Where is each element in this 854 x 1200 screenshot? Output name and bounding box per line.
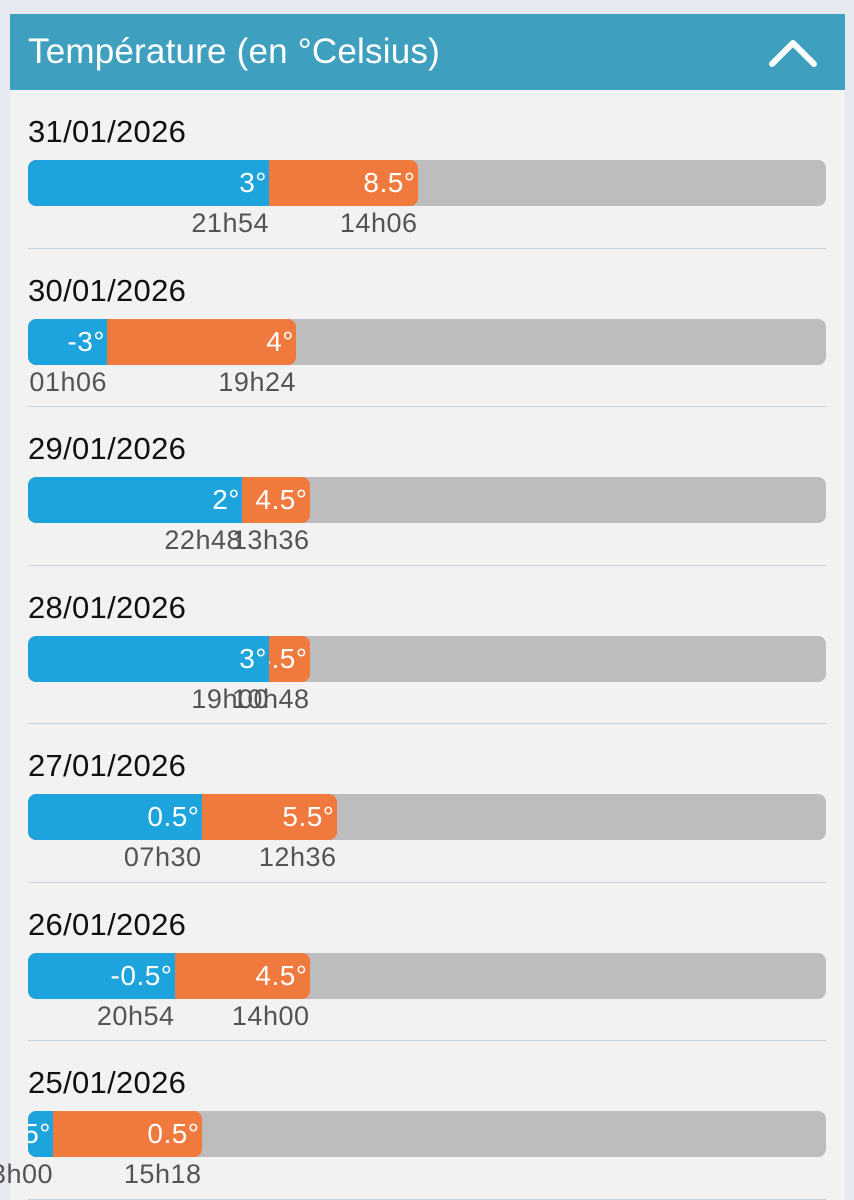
temperature-bar: 5.5° 0.5° — [28, 794, 826, 840]
max-temp-value: 4° — [266, 325, 294, 357]
max-temp-time: 14h00 — [231, 1000, 310, 1031]
min-temp-time: 21h54 — [191, 208, 269, 238]
temperature-bar: 4.5° 2° — [28, 477, 826, 523]
panel-title: Température (en °Celsius) — [28, 32, 440, 71]
min-temp-value: -5° — [28, 1118, 51, 1149]
day-date: 26/01/2026 — [28, 906, 187, 942]
day-date: 31/01/2026 — [28, 114, 187, 149]
min-temp-segment: 2° — [28, 477, 242, 523]
min-temp-time: 03h00 — [0, 1159, 53, 1189]
min-temp-time: 22h48 — [164, 525, 242, 555]
collapse-button[interactable] — [765, 24, 821, 80]
max-temp-value: 0.5° — [147, 1118, 200, 1149]
day-row: 26/01/2026 4.5° -0.5° 20h54 14h00 — [28, 883, 826, 1041]
min-temp-value: 0.5° — [147, 801, 200, 832]
min-temp-segment: -3° — [28, 318, 107, 365]
temperature-panel: Température (en °Celsius) 31/01/2026 8.5°… — [0, 14, 845, 1200]
max-temp-time: 14h06 — [339, 208, 418, 238]
day-list: 31/01/2026 8.5° 3° 21h54 14h06 30/01/2026 4° -3… — [0, 90, 845, 1200]
panel-header[interactable]: Température (en °Celsius) — [10, 14, 845, 90]
min-temp-time: 20h54 — [96, 1000, 175, 1031]
day-row: 30/01/2026 4° -3° 01h06 19h24 — [28, 249, 826, 407]
max-temp-time: 12h36 — [258, 842, 337, 872]
min-temp-segment: -0.5° — [28, 952, 175, 999]
max-temp-time: 19h24 — [218, 366, 296, 397]
min-temp-value: 2° — [212, 484, 240, 515]
day-row: 31/01/2026 8.5° 3° 21h54 14h06 — [28, 90, 826, 249]
max-temp-segment: 0.5° — [28, 1111, 202, 1157]
day-date: 30/01/2026 — [28, 272, 187, 308]
day-date: 25/01/2026 — [28, 1065, 187, 1100]
max-temp-value: 4.5° — [255, 484, 308, 515]
max-temp-value: 8.5° — [363, 167, 416, 198]
min-temp-segment: 3° — [28, 160, 269, 206]
day-row: 25/01/2026 0.5° -5° 03h00 15h18 — [0, 1041, 826, 1200]
temperature-bar: 0.5° -5° — [28, 1111, 826, 1157]
max-temp-time: 15h18 — [123, 1159, 202, 1189]
temperature-bar: 8.5° 3° — [28, 160, 826, 206]
temperature-bar: 4° -3° — [28, 318, 826, 365]
day-date: 29/01/2026 — [28, 431, 187, 466]
max-temp-value: 5.5° — [282, 801, 335, 832]
min-temp-time: 07h30 — [123, 842, 202, 872]
day-date: 27/01/2026 — [28, 748, 187, 783]
temperature-bar: 4.5° 3° — [28, 635, 826, 682]
min-temp-segment: 3° — [28, 635, 269, 682]
chevron-up-icon — [769, 40, 817, 67]
temperature-bar: 4.5° -0.5° — [28, 952, 826, 999]
min-temp-segment: -5° — [28, 1111, 53, 1157]
day-date: 28/01/2026 — [28, 589, 187, 625]
min-temp-segment: 0.5° — [28, 794, 202, 840]
min-temp-value: 3° — [239, 642, 267, 674]
day-row: 29/01/2026 4.5° 2° 22h48 13h36 — [28, 407, 826, 566]
min-temp-value: 3° — [239, 167, 267, 198]
min-temp-value: -3° — [67, 325, 105, 357]
max-temp-value: 4.5° — [255, 959, 308, 991]
min-temp-time: 01h06 — [29, 366, 107, 397]
min-temp-time: 19h00 — [191, 683, 269, 714]
day-row: 27/01/2026 5.5° 0.5° 07h30 12h36 — [28, 724, 826, 883]
max-temp-time: 10h48 — [231, 683, 310, 714]
day-row: 28/01/2026 4.5° 3° 19h00 10h48 — [28, 566, 826, 724]
min-temp-value: -0.5° — [110, 959, 173, 991]
max-temp-time: 13h36 — [231, 525, 310, 555]
